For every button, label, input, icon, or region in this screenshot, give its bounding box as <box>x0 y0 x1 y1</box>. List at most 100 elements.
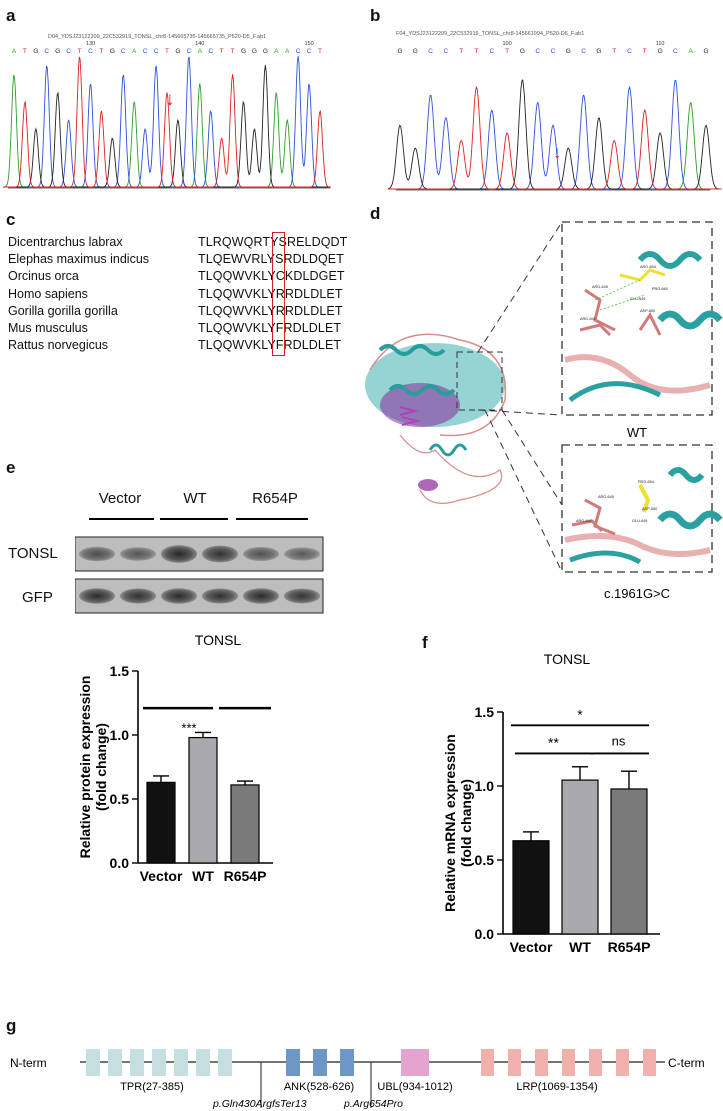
base-call: T <box>23 48 27 55</box>
alignment-table: Dicentrarchus labrax TLRQWQRTYSRELDQDT El… <box>8 234 347 354</box>
species-name: Dicentrarchus labrax <box>8 235 123 249</box>
western-blot <box>75 536 324 614</box>
panel-letter-f: f <box>422 633 428 652</box>
y-tick-label: 0.0 <box>475 926 495 942</box>
arrow-b: ↓ <box>553 143 562 162</box>
base-call: A <box>12 48 17 55</box>
alignment-row: Rattus norvegicus TLQQWVKLYFRDLDLET <box>8 337 347 354</box>
residue-label: ASP-650 <box>640 309 655 313</box>
blot-band <box>79 588 115 604</box>
mutant-label: c.1961G>C <box>604 586 670 601</box>
base-call: C <box>444 48 449 55</box>
arrow-a: ↓ <box>165 89 175 110</box>
domain-repeat <box>401 1049 429 1076</box>
blot-band <box>120 547 156 561</box>
residue-label: ASP-650 <box>642 507 657 511</box>
y-tick-label: 1.0 <box>110 727 130 743</box>
base-call: A <box>198 48 203 55</box>
base-call: G <box>703 48 708 55</box>
group-underline <box>236 518 308 520</box>
base-call: G <box>658 48 663 55</box>
variant-label: p.Arg654Pro <box>343 1098 403 1110</box>
blot-band <box>243 547 279 561</box>
base-call: G <box>55 48 60 55</box>
species-name: Elephas maximus indicus <box>8 252 150 267</box>
y-axis-label: Relative protein expression <box>77 676 93 859</box>
residue-label: ARG-654 <box>640 265 656 269</box>
base-call: C <box>121 48 126 55</box>
y-axis-label: (fold change) <box>93 723 109 811</box>
alignment-row: Homo sapiens TLQQWVKLYRRDLDLET <box>8 286 347 303</box>
base-call: T <box>643 48 647 55</box>
alignment-row: Orcinus orca TLQQWVKLYCKDLDGET <box>8 268 347 285</box>
position-label: 110 <box>656 41 665 47</box>
domain-repeat <box>535 1049 548 1076</box>
blot-band <box>120 588 156 604</box>
base-call: T <box>78 48 82 55</box>
highlight-box <box>272 232 285 356</box>
base-call: C <box>307 48 312 55</box>
base-call: A <box>689 48 694 55</box>
chromatogram-a: D04_YDSJ23122209_22C532919_TONSL_chr8-14… <box>3 34 331 189</box>
domain-repeat <box>152 1049 166 1076</box>
base-call: T <box>220 48 224 55</box>
bar <box>512 840 550 935</box>
residue-label: ARG-647 <box>580 317 596 321</box>
base-call: C <box>154 48 159 55</box>
wt-residue-labels: ARG-654 ARG-645 ARG-647 GLU-649 ASP-650 PRO-6… <box>580 265 668 321</box>
panel-letter-e: e <box>6 458 16 477</box>
residue-label: ARG-645 <box>598 495 614 499</box>
panel-letter-a: a <box>6 6 16 25</box>
variant-label: p.Gln430ArgfsTer13 <box>212 1098 307 1110</box>
y-tick-label: 0.5 <box>475 852 495 868</box>
base-call: C <box>489 48 494 55</box>
base-call: G <box>175 48 180 55</box>
base-call: C <box>143 48 148 55</box>
y-tick-label: 1.5 <box>475 704 495 720</box>
panel-letter-c: c <box>6 210 16 229</box>
position-label: 100 <box>503 41 512 47</box>
alignment-row: Dicentrarchus labrax TLRQWQRTYSRELDQDT <box>8 234 347 251</box>
domain-repeat <box>108 1049 122 1076</box>
base-call: C <box>66 48 71 55</box>
base-call: T <box>475 48 479 55</box>
bar-chart-mrna: TONSL 0.0 0.5 1.0 1.5 Relative mRNA expressi… <box>442 651 660 955</box>
blot-band <box>161 545 197 563</box>
y-tick-label: 1.0 <box>475 778 495 794</box>
trace-b <box>388 78 722 190</box>
blot-row-label: GFP <box>22 589 53 606</box>
base-call: T <box>318 48 322 55</box>
file-label-a: D04_YDSJ23122209_22C532919_TONSL_chr8-14… <box>48 34 266 40</box>
domain-repeat <box>130 1049 144 1076</box>
base-call: G <box>263 48 268 55</box>
base-call: C <box>208 48 213 55</box>
base-call: T <box>612 48 616 55</box>
significance-marker: ** <box>548 734 559 750</box>
c-term-label: C-term <box>668 1056 705 1070</box>
base-call: G <box>413 48 418 55</box>
domain-schematic: N-term C-term TPR(27-385) ANK(528-626) UBL… <box>10 1049 705 1110</box>
base-call: G <box>33 48 38 55</box>
domain-label: ANK(528-626) <box>284 1081 354 1093</box>
domain-repeat <box>616 1049 629 1076</box>
bar <box>230 784 260 864</box>
base-call: G <box>110 48 115 55</box>
base-call: C <box>535 48 540 55</box>
domain-label: TPR(27-385) <box>120 1081 184 1093</box>
chart-title-e: TONSL <box>195 632 242 648</box>
chromatogram-b: F04_YDSJ23122209_22C532919_TONSL_chr8-14… <box>388 31 722 191</box>
blot-band <box>284 588 320 604</box>
blot-band <box>79 546 115 562</box>
domain-repeat <box>218 1049 232 1076</box>
panel-letter-g: g <box>6 1016 17 1035</box>
bar-chart-protein: TONSL 0.0 0.5 1.0 1.5 Relative protein expre… <box>77 632 273 884</box>
species-name: Orcinus orca <box>8 269 79 284</box>
mutant-zoom-box: PRO-654 ARG-645 ARG-647 GLU-649 ASP-650 <box>561 444 723 573</box>
trace-line <box>388 79 722 190</box>
blot-band <box>202 545 238 563</box>
significance-marker: *** <box>181 720 196 735</box>
base-call: A <box>285 48 290 55</box>
base-call: C <box>581 48 586 55</box>
